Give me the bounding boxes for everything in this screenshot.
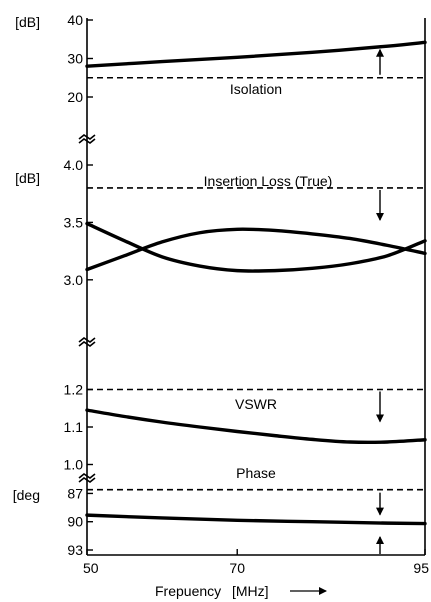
axis-break-mark xyxy=(78,341,96,347)
x-axis-label: Frepuency xyxy=(155,583,221,599)
y-tick-label: 1.1 xyxy=(64,419,84,435)
y-unit-label: [dB] xyxy=(15,14,40,30)
y-tick-label: 4.0 xyxy=(64,157,84,173)
series-line xyxy=(85,513,427,526)
x-tick-label: 70 xyxy=(229,560,245,576)
y-tick-label: 93 xyxy=(67,542,83,558)
series-line xyxy=(85,40,427,68)
y-tick-label: 20 xyxy=(67,89,83,105)
y-unit-label: [deg xyxy=(13,487,40,503)
series-line xyxy=(85,227,427,272)
axis-break-mark xyxy=(78,477,96,483)
y-tick-label: 1.2 xyxy=(64,382,84,398)
series-line xyxy=(85,408,427,445)
panel-isolation: [dB] 40 30 20 Isolation xyxy=(15,12,427,105)
axis-break-mark xyxy=(78,473,96,479)
spec-label: Phase xyxy=(236,465,276,481)
panel-vswr: 1.2 1.1 1.0 VSWR xyxy=(64,382,427,473)
panel-insertion-loss: [dB] 4.0 3.5 3.0 Insertion Loss (True) xyxy=(15,157,427,288)
y-tick-label: 30 xyxy=(67,51,83,67)
x-tick-label: 50 xyxy=(83,560,99,576)
axis-break-mark xyxy=(78,337,96,343)
x-tick-label: 95 xyxy=(413,560,429,576)
y-tick-label: 1.0 xyxy=(64,457,84,473)
y-tick-label: 90 xyxy=(67,514,83,530)
spec-label: VSWR xyxy=(235,396,277,412)
y-tick-label: 3.0 xyxy=(64,272,84,288)
axis-break-mark xyxy=(78,138,96,144)
y-tick-label: 87 xyxy=(67,485,83,501)
x-axis-unit: [MHz] xyxy=(232,583,269,599)
y-tick-label: 3.5 xyxy=(64,214,84,230)
y-unit-label: [dB] xyxy=(15,170,40,186)
axis-break-mark xyxy=(78,134,96,140)
spec-label: Insertion Loss (True) xyxy=(204,173,333,189)
spec-label: Isolation xyxy=(230,81,282,97)
x-axis: 50 70 95 Frepuency [MHz] xyxy=(83,549,429,599)
panel-phase: [deg 87 90 93 Phase xyxy=(13,465,427,558)
y-tick-label: 40 xyxy=(67,12,83,28)
